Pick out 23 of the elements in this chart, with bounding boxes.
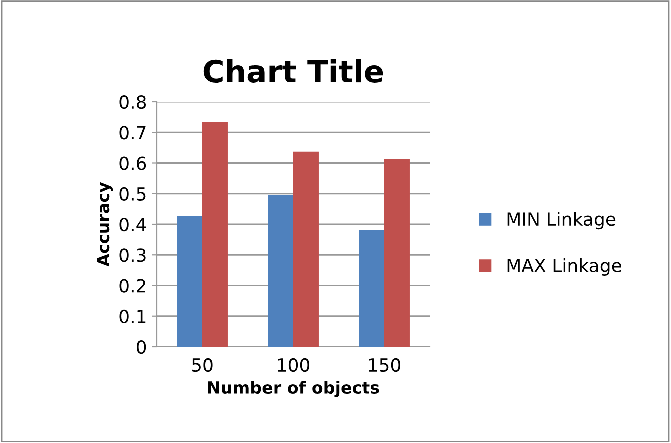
bar	[268, 195, 294, 347]
y-tick-label: 0.1	[120, 310, 146, 324]
y-tick-label: 0.5	[120, 187, 146, 201]
bar	[177, 216, 202, 347]
x-axis-title: Number of objects	[208, 381, 380, 398]
y-tick-label: 0.7	[120, 126, 146, 140]
legend-label: MAX Linkage	[508, 258, 622, 276]
y-tick-label: 0.4	[120, 218, 146, 232]
y-tick-label: 0	[136, 340, 146, 354]
bar	[359, 230, 384, 347]
x-tick-label: 150	[369, 358, 401, 372]
x-tick-label: 100	[278, 358, 310, 372]
y-tick-label: 0.3	[120, 248, 146, 262]
legend-label: MIN Linkage	[508, 212, 616, 230]
bar	[294, 152, 319, 347]
y-tick-label: 0.6	[120, 156, 146, 170]
x-tick-label: 50	[192, 358, 213, 372]
chart-title: Chart Title	[204, 59, 384, 83]
y-tick-label: 0.2	[120, 279, 146, 293]
y-axis-title: Accuracy	[97, 182, 114, 267]
y-tick-label: 0.8	[120, 95, 146, 110]
bar	[384, 159, 410, 347]
bar	[202, 122, 228, 347]
